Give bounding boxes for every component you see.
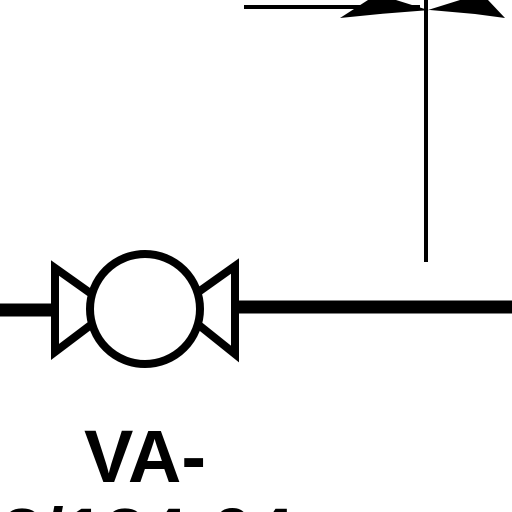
top-valve-partial-icon	[340, 0, 505, 18]
valve-tag-line1: VA-	[84, 415, 206, 498]
valve-body-circle	[86, 250, 204, 368]
valve-tag-line2: 3/134-04	[2, 493, 294, 512]
